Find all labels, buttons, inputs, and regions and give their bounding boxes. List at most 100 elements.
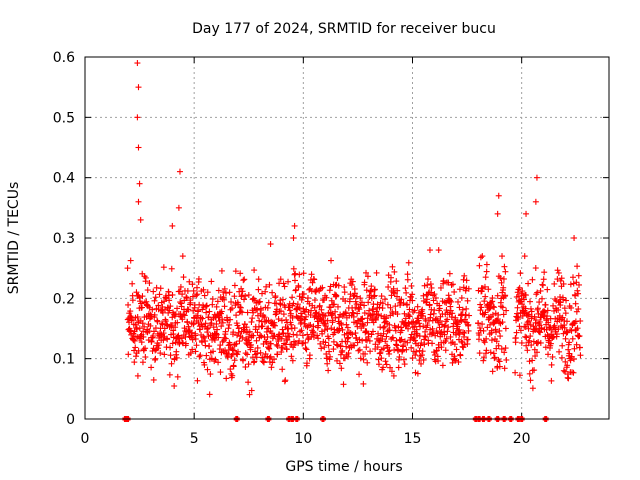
data-point <box>393 342 400 349</box>
data-point <box>476 262 483 269</box>
data-point <box>269 289 276 296</box>
data-point <box>303 313 310 320</box>
data-point <box>168 265 175 272</box>
data-point <box>183 295 190 302</box>
data-point <box>308 271 315 278</box>
data-point <box>434 330 441 337</box>
data-point <box>133 326 140 333</box>
data-point <box>541 269 548 276</box>
data-point <box>209 301 216 308</box>
data-point <box>477 307 484 314</box>
data-point <box>527 333 534 340</box>
data-point <box>227 366 234 373</box>
data-point <box>385 283 392 290</box>
data-point <box>476 331 483 338</box>
data-point <box>271 356 278 363</box>
data-point <box>576 281 583 288</box>
data-point <box>210 348 217 355</box>
data-point <box>234 322 241 329</box>
data-point <box>401 310 408 317</box>
data-point <box>418 352 425 359</box>
data-point <box>255 276 262 283</box>
data-point <box>555 269 562 276</box>
data-point <box>491 354 498 361</box>
data-point <box>175 332 182 339</box>
data-point <box>390 285 397 292</box>
data-point <box>480 357 487 364</box>
data-point <box>304 360 311 367</box>
data-point <box>418 360 425 367</box>
data-point <box>445 324 452 331</box>
data-point <box>340 381 347 388</box>
data-point <box>373 311 380 318</box>
data-point <box>277 276 284 283</box>
data-point <box>392 324 399 331</box>
data-point <box>496 327 503 334</box>
data-point <box>380 345 387 352</box>
data-point <box>526 370 533 377</box>
data-point <box>523 334 530 341</box>
data-point <box>271 322 278 329</box>
data-point <box>496 358 503 365</box>
data-point <box>500 284 507 291</box>
data-point <box>533 317 540 324</box>
data-point <box>328 297 335 304</box>
data-point <box>209 296 216 303</box>
data-point <box>299 294 306 301</box>
data-point <box>387 364 394 371</box>
data-point <box>411 307 418 314</box>
data-point <box>439 362 446 369</box>
data-point <box>246 391 253 398</box>
data-point <box>359 315 366 322</box>
data-point <box>428 284 435 291</box>
data-point <box>404 276 411 283</box>
data-point <box>287 310 294 317</box>
data-point <box>362 350 369 357</box>
data-point <box>420 356 427 363</box>
data-point <box>365 330 372 337</box>
data-point <box>451 341 458 348</box>
data-point <box>189 346 196 353</box>
data-point <box>204 366 211 373</box>
data-point <box>142 345 149 352</box>
data-point <box>259 323 266 330</box>
data-point <box>426 247 433 254</box>
data-point <box>137 332 144 339</box>
data-point <box>159 309 166 316</box>
data-point <box>168 360 175 367</box>
data-point <box>341 331 348 338</box>
data-point <box>449 359 456 366</box>
chart-title: Day 177 of 2024, SRMTID for receiver buc… <box>192 21 496 37</box>
data-point <box>414 370 421 377</box>
data-point <box>570 369 577 376</box>
data-point <box>532 265 539 272</box>
data-point <box>230 329 237 336</box>
data-point <box>354 310 361 317</box>
data-point <box>160 330 167 337</box>
data-point <box>444 328 451 335</box>
data-point <box>266 345 273 352</box>
data-point <box>460 329 467 336</box>
data-point <box>150 328 157 335</box>
data-point <box>215 287 222 294</box>
data-point <box>213 331 220 338</box>
data-point <box>150 288 157 295</box>
data-point <box>432 294 439 301</box>
data-point <box>557 322 564 329</box>
data-point <box>133 289 140 296</box>
data-point <box>127 257 134 264</box>
data-point <box>567 281 574 288</box>
data-point <box>217 342 224 349</box>
data-point <box>338 365 345 372</box>
data-point <box>177 299 184 306</box>
data-point <box>389 334 396 341</box>
data-point <box>475 287 482 294</box>
data-point <box>327 353 334 360</box>
data-point <box>132 353 139 360</box>
data-point <box>521 253 528 260</box>
data-point <box>555 326 562 333</box>
data-point <box>341 355 348 362</box>
grid-lines <box>85 57 609 419</box>
data-point <box>151 297 158 304</box>
data-point <box>256 298 263 305</box>
